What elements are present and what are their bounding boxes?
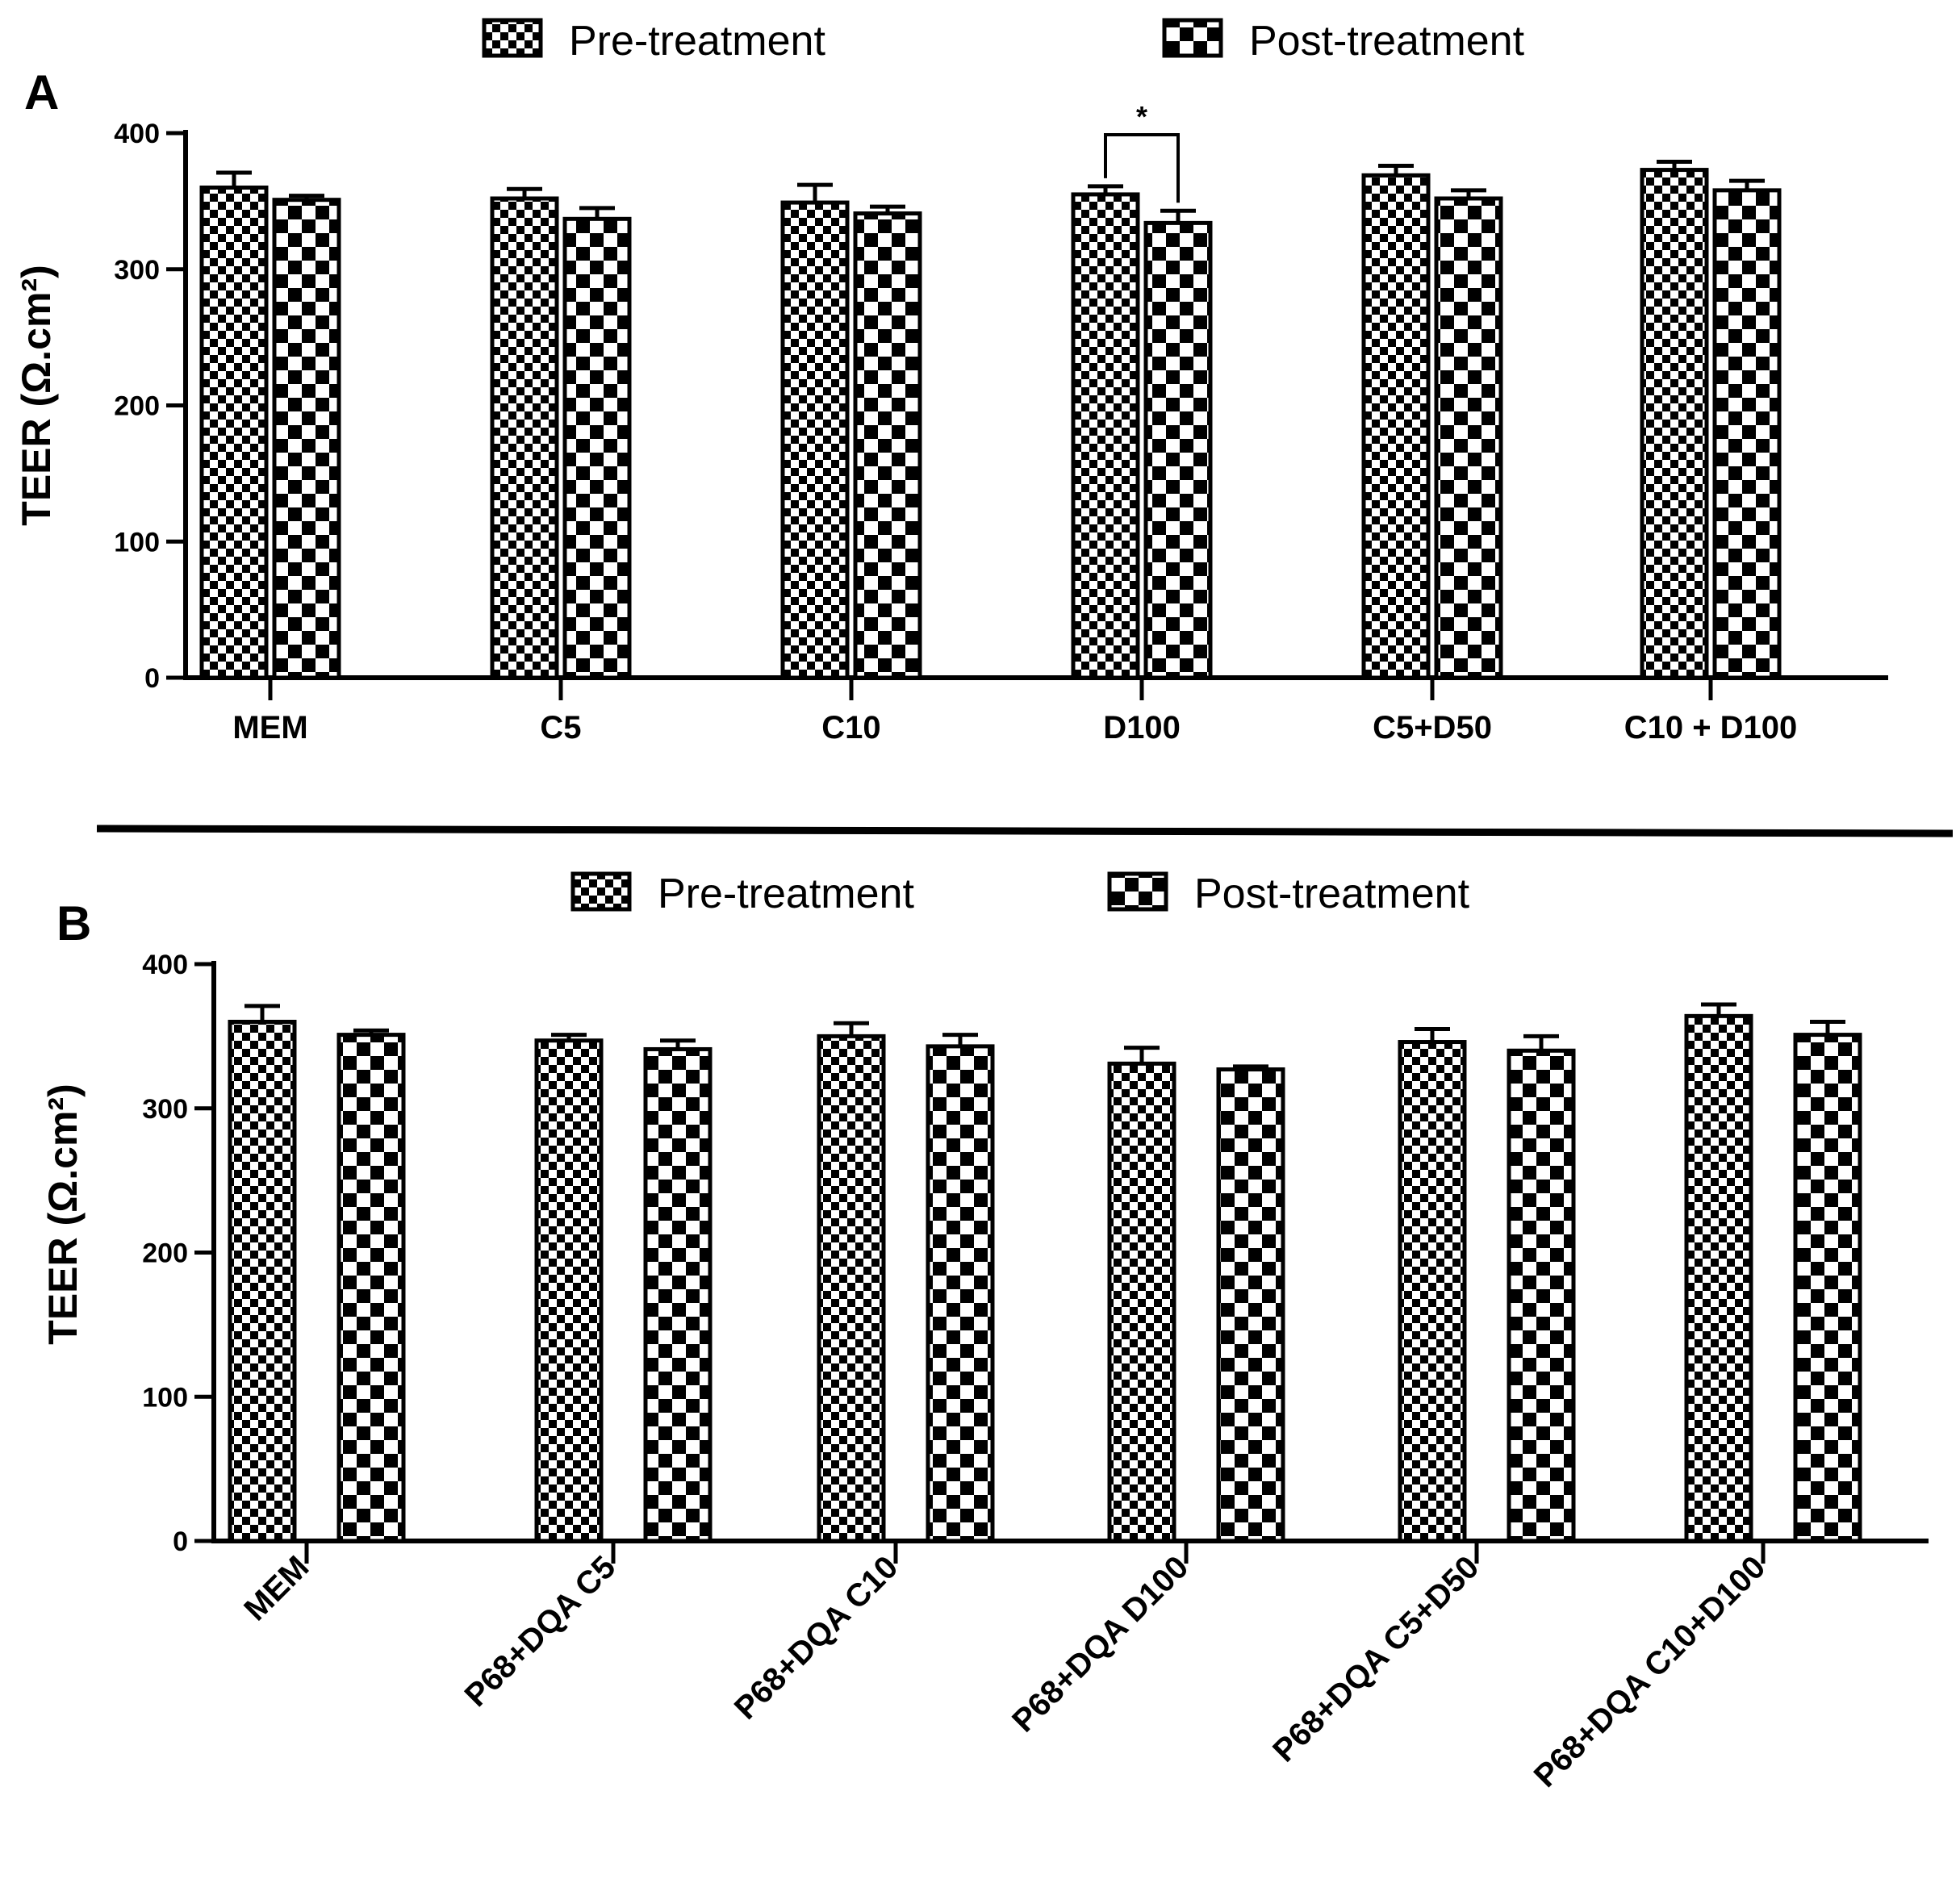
bar-a-pre-1 bbox=[490, 196, 559, 680]
y-axis-label-b: TEER (Ω.cm²) bbox=[40, 1084, 86, 1344]
y-tick-label-b-0: 0 bbox=[173, 1526, 188, 1557]
x-tick-label-a-3: D100 bbox=[1103, 710, 1181, 745]
significance-bracket-a-0 bbox=[1104, 133, 1180, 203]
x-tick-label-b-1: P68+DQA C5 bbox=[458, 1549, 623, 1714]
y-tick-label-a-4: 400 bbox=[114, 119, 160, 149]
panel-label-b: B bbox=[56, 896, 91, 950]
bar-b-pre-4 bbox=[1398, 1040, 1467, 1543]
bar-b-pre-3 bbox=[1107, 1061, 1176, 1543]
bar-a-pre-5 bbox=[1640, 168, 1709, 680]
legend-label-pre-b: Pre-treatment bbox=[658, 871, 914, 917]
x-tick-label-b-3: P68+DQA D100 bbox=[1005, 1549, 1195, 1739]
x-tick-label-a-5: C10 + D100 bbox=[1624, 710, 1798, 745]
bar-b-post-5 bbox=[1793, 1033, 1862, 1543]
bar-a-post-4 bbox=[1434, 196, 1503, 680]
bar-b-post-3 bbox=[1216, 1067, 1285, 1543]
y-tick-label-b-1: 100 bbox=[142, 1382, 188, 1413]
legend-swatch-pre-a bbox=[482, 18, 543, 58]
x-tick-label-b-2: P68+DQA C10 bbox=[728, 1549, 905, 1727]
bar-b-post-4 bbox=[1507, 1048, 1576, 1543]
bar-b-pre-0 bbox=[228, 1020, 297, 1543]
legend-swatch-post-b bbox=[1107, 871, 1168, 912]
x-tick-label-a-1: C5 bbox=[540, 710, 581, 745]
legend-label-post-b: Post-treatment bbox=[1194, 871, 1470, 917]
bar-a-pre-4 bbox=[1361, 173, 1431, 680]
plot-area-a: 0 100 200 300 400 MEM C5 C10 D100 C5+D50 C10 + D10… bbox=[114, 100, 1888, 745]
bar-a-pre-0 bbox=[199, 186, 269, 680]
y-tick-label-b-3: 300 bbox=[142, 1094, 188, 1125]
x-tick-label-a-4: C5+D50 bbox=[1373, 710, 1492, 745]
bar-a-pre-2 bbox=[780, 200, 850, 680]
bar-a-post-3 bbox=[1143, 220, 1213, 680]
bar-b-post-0 bbox=[336, 1033, 406, 1543]
x-tick-label-b-4: P68+DQA C5+D50 bbox=[1266, 1549, 1486, 1768]
bar-a-post-1 bbox=[562, 216, 632, 680]
y-tick-label-a-3: 300 bbox=[114, 255, 160, 286]
y-tick-label-a-2: 200 bbox=[114, 391, 160, 422]
y-tick-label-a-1: 100 bbox=[114, 527, 160, 557]
y-axis-label-a: TEER (Ω.cm²) bbox=[14, 265, 59, 525]
y-tick-label-b-4: 400 bbox=[142, 950, 188, 980]
bar-a-pre-3 bbox=[1071, 192, 1140, 680]
x-tick-label-a-0: MEM bbox=[232, 710, 307, 745]
panel-label-a: A bbox=[24, 65, 59, 119]
panel-b-chart: Pre-treatment Post-treatment B TEER (Ω.c… bbox=[40, 871, 1929, 1794]
x-tick-label-b-5: P68+DQA C10+D100 bbox=[1527, 1549, 1773, 1794]
bar-b-pre-1 bbox=[534, 1038, 604, 1543]
y-tick-label-b-2: 200 bbox=[142, 1238, 188, 1269]
legend-swatch-pre-b bbox=[570, 871, 632, 912]
bar-a-post-5 bbox=[1712, 188, 1782, 680]
bar-b-pre-2 bbox=[817, 1034, 886, 1543]
bar-b-post-2 bbox=[926, 1044, 995, 1543]
legend-b: Pre-treatment Post-treatment bbox=[570, 871, 1470, 917]
legend-label-pre-a: Pre-treatment bbox=[569, 18, 825, 65]
panel-a-chart: Pre-treatment Post-treatment A TEER (Ω.c… bbox=[14, 18, 1888, 745]
panel-divider bbox=[96, 825, 1954, 837]
significance-star-a-0: * bbox=[1136, 100, 1147, 133]
bar-a-post-0 bbox=[272, 198, 341, 680]
y-tick-label-a-0: 0 bbox=[144, 663, 160, 694]
x-tick-label-a-2: C10 bbox=[821, 710, 880, 745]
legend-label-post-a: Post-treatment bbox=[1249, 18, 1525, 65]
plot-area-b: 0 100 200 300 400 MEM P68+DQA C5 P68+DQA C10 P68… bbox=[142, 950, 1929, 1794]
legend-a: Pre-treatment Post-treatment bbox=[482, 18, 1525, 65]
bar-b-pre-5 bbox=[1684, 1013, 1753, 1543]
bar-b-post-1 bbox=[643, 1046, 713, 1543]
bar-a-post-2 bbox=[853, 211, 922, 680]
legend-swatch-post-a bbox=[1162, 18, 1223, 58]
x-tick-label-b-0: MEM bbox=[237, 1549, 316, 1627]
